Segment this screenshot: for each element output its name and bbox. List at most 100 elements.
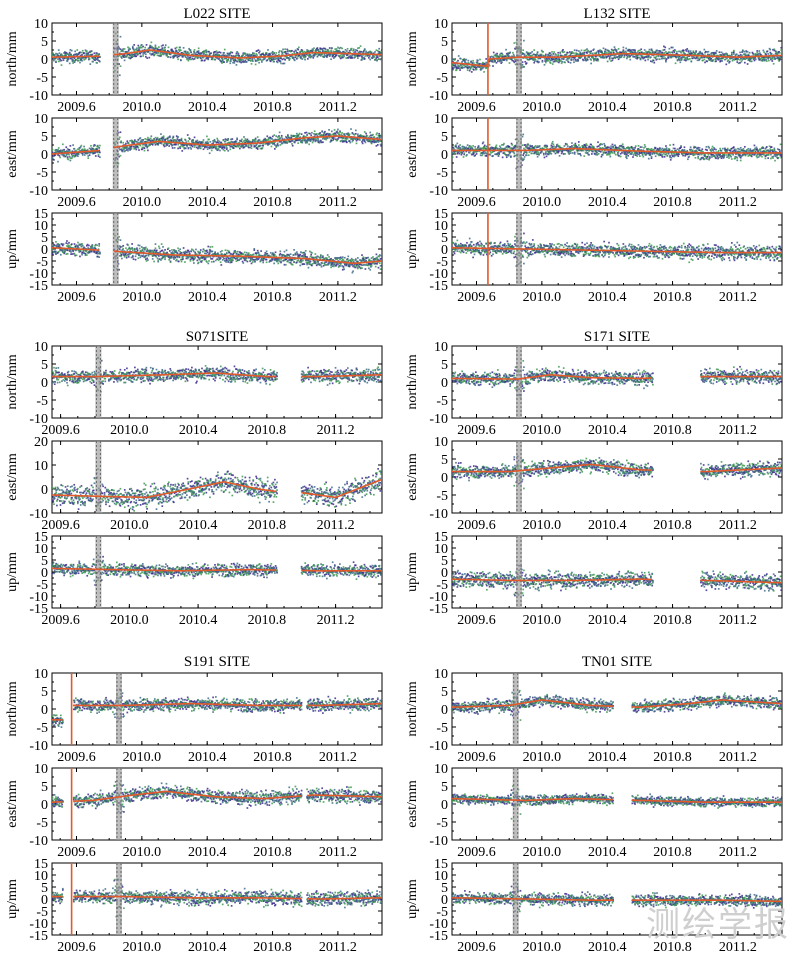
data-point — [204, 59, 206, 62]
model-trend-line — [114, 49, 382, 59]
data-point — [150, 41, 153, 44]
data-point — [538, 61, 540, 63]
data-point — [253, 249, 256, 251]
data-point — [146, 57, 149, 59]
data-point — [543, 63, 546, 66]
data-point — [225, 138, 227, 141]
data-point — [217, 51, 219, 54]
data-point — [303, 53, 306, 56]
data-point — [74, 150, 77, 153]
data-point — [268, 52, 271, 55]
data-point — [246, 260, 249, 263]
data-point — [546, 58, 549, 61]
data-point — [326, 54, 329, 57]
data-point — [481, 67, 484, 70]
data-point — [356, 266, 359, 269]
data-point — [577, 53, 579, 56]
data-point — [186, 251, 188, 254]
data-point — [175, 255, 178, 257]
data-point — [339, 131, 341, 134]
data-point — [150, 135, 153, 138]
data-point — [68, 153, 70, 156]
data-point — [244, 52, 247, 55]
data-point — [184, 54, 186, 57]
data-point — [552, 53, 555, 55]
data-point — [207, 142, 210, 145]
data-point — [154, 47, 157, 50]
data-point — [120, 141, 123, 144]
data-point — [54, 251, 57, 254]
data-point — [65, 242, 68, 244]
data-point — [258, 139, 261, 142]
data-point — [272, 257, 275, 260]
data-point — [157, 259, 160, 262]
data-point — [317, 52, 319, 55]
data-point — [235, 260, 238, 262]
data-point — [365, 136, 367, 139]
data-point — [492, 51, 495, 54]
model-trend-line — [52, 55, 100, 59]
data-point — [365, 135, 368, 137]
data-point — [160, 51, 162, 54]
data-point — [242, 59, 245, 62]
data-point — [499, 52, 502, 55]
data-point — [300, 50, 302, 53]
data-point — [293, 249, 295, 251]
data-point — [94, 57, 97, 59]
data-point — [236, 137, 238, 140]
data-point — [336, 258, 339, 261]
data-point — [329, 134, 332, 136]
data-point — [370, 142, 373, 144]
data-point — [193, 49, 196, 51]
data-point — [292, 254, 295, 256]
data-point — [142, 53, 144, 55]
data-point — [96, 148, 98, 151]
data-point — [81, 243, 83, 245]
data-point — [80, 57, 83, 59]
x-tick-label: 2011.2 — [719, 100, 757, 115]
data-point — [249, 143, 252, 146]
data-point — [190, 140, 193, 143]
data-point — [179, 46, 182, 49]
data-point — [271, 135, 274, 138]
data-point — [307, 132, 310, 135]
data-point — [263, 56, 265, 59]
data-point — [160, 54, 162, 56]
data-point — [359, 45, 362, 47]
data-point — [205, 51, 208, 54]
data-point — [370, 134, 372, 137]
data-point — [269, 255, 272, 258]
data-point — [54, 154, 57, 156]
data-point — [226, 60, 229, 63]
data-point — [238, 142, 241, 144]
data-point — [492, 61, 495, 63]
data-point — [295, 251, 298, 254]
data-point — [146, 140, 149, 143]
data-point — [557, 54, 560, 56]
data-point — [178, 139, 181, 141]
data-point — [243, 52, 245, 54]
data-point — [247, 59, 250, 61]
data-point — [186, 145, 188, 148]
data-point — [278, 131, 281, 134]
data-point — [328, 136, 331, 139]
data-point — [273, 148, 276, 150]
data-point — [55, 60, 57, 63]
data-point — [161, 47, 164, 49]
data-point — [374, 258, 376, 261]
data-point — [217, 147, 220, 150]
data-point — [94, 155, 97, 157]
data-point — [186, 257, 189, 260]
data-point — [68, 54, 70, 57]
data-point — [206, 140, 209, 143]
data-point — [317, 255, 319, 258]
data-point — [217, 141, 220, 144]
data-point — [225, 59, 228, 61]
data-point — [277, 144, 280, 147]
data-point — [531, 54, 533, 57]
data-point — [156, 257, 159, 260]
data-point — [134, 250, 136, 253]
